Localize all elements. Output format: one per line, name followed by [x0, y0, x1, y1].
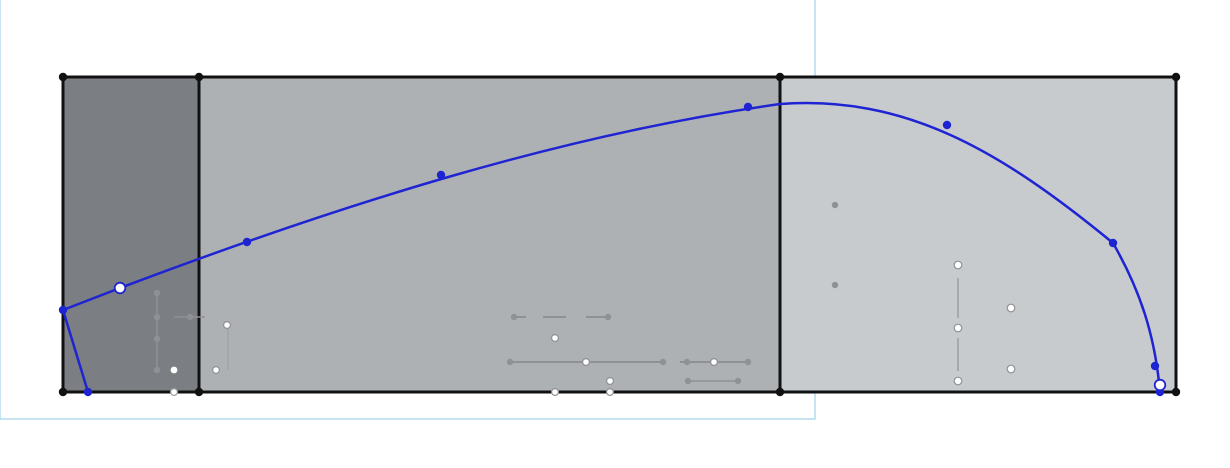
selected-points[interactable] — [113, 260, 1167, 397]
sketch-curve[interactable] — [61, 101, 1162, 394]
curve-point-1[interactable] — [58, 305, 68, 315]
construction-point-3 — [153, 335, 161, 343]
open-point-14[interactable] — [953, 376, 963, 386]
construction-point-12 — [684, 377, 692, 385]
corner-point-7 — [775, 387, 785, 397]
construction-point-1 — [153, 289, 161, 297]
curve-points[interactable] — [58, 102, 1165, 397]
open-point-2[interactable] — [170, 366, 178, 374]
open-point-13[interactable] — [953, 323, 963, 333]
open-point-12[interactable] — [953, 260, 963, 270]
open-point-5[interactable] — [223, 321, 232, 330]
curve-point-3[interactable] — [242, 237, 252, 247]
curve-point-5[interactable] — [743, 102, 753, 112]
corner-point-6 — [194, 387, 204, 397]
curve-point-7[interactable] — [1108, 238, 1118, 248]
outer-panel-border — [61, 75, 1178, 394]
open-point-4[interactable] — [212, 366, 221, 375]
open-point-9[interactable] — [605, 388, 614, 397]
corner-point-4 — [1171, 72, 1181, 82]
right-panel — [780, 77, 1176, 392]
open-point-7[interactable] — [581, 358, 590, 367]
corner-point-5 — [58, 387, 68, 397]
corner-points — [58, 72, 1181, 397]
open-point-8[interactable] — [605, 377, 614, 386]
construction-point-13 — [734, 377, 742, 385]
middle-panel — [199, 77, 780, 392]
curve-point-6[interactable] — [942, 120, 952, 130]
corner-point-2 — [194, 72, 204, 82]
open-point-11[interactable] — [709, 358, 718, 367]
construction-point-11 — [744, 358, 752, 366]
corner-point-3 — [775, 72, 785, 82]
construction-point-8 — [506, 358, 514, 366]
curve-point-2[interactable] — [83, 387, 93, 397]
construction-point-15 — [831, 281, 839, 289]
construction-point-7 — [604, 313, 612, 321]
construction-point-9 — [659, 358, 667, 366]
curve-point-8[interactable] — [1150, 361, 1160, 371]
open-point-1[interactable] — [113, 281, 127, 295]
construction-point-2 — [153, 313, 161, 321]
construction-points — [153, 201, 839, 385]
open-point-16[interactable] — [1006, 364, 1016, 374]
open-point-3[interactable] — [170, 388, 179, 397]
construction-point-4 — [153, 366, 161, 374]
open-point-10[interactable] — [550, 388, 559, 397]
corner-point-8 — [1171, 387, 1181, 397]
open-point-6[interactable] — [550, 334, 559, 343]
open-point-15[interactable] — [1006, 303, 1016, 313]
curve-point-4[interactable] — [436, 170, 446, 180]
construction-point-14 — [831, 201, 839, 209]
open-point-17[interactable] — [1153, 378, 1167, 392]
construction-point-6 — [510, 313, 518, 321]
construction-point-5 — [186, 313, 194, 321]
corner-point-1 — [58, 72, 68, 82]
construction-point-10 — [683, 358, 691, 366]
left-panel — [63, 77, 199, 392]
